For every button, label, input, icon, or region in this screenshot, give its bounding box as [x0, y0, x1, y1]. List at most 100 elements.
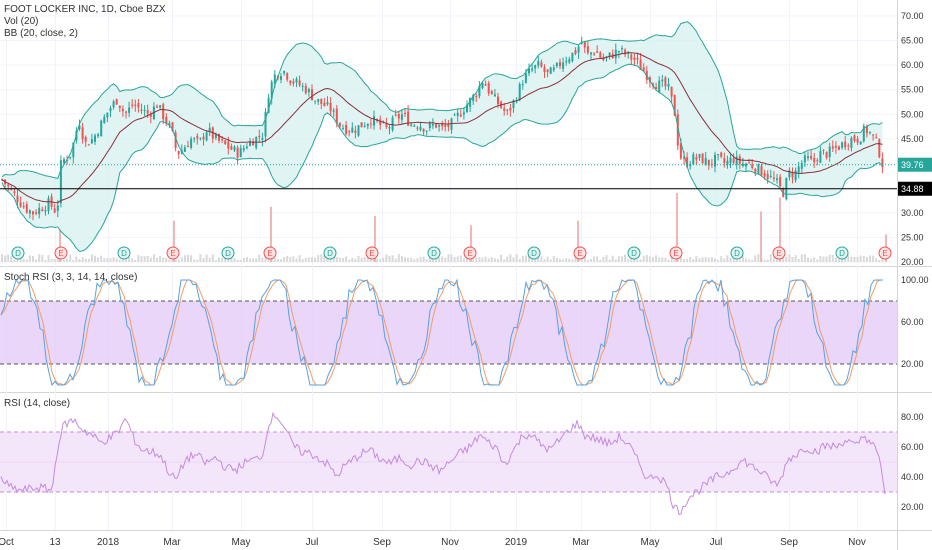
- volume-bar: [500, 254, 503, 262]
- volume-bar: [273, 258, 276, 262]
- volume-bar: [472, 259, 475, 262]
- volume-bar: [348, 259, 351, 262]
- volume-bar: [168, 259, 171, 262]
- candle-body: [878, 139, 881, 158]
- candle-body: [345, 125, 348, 134]
- candle-body: [149, 114, 152, 117]
- volume-bar: [63, 259, 65, 262]
- candle-body: [531, 68, 534, 71]
- candle-body: [596, 51, 599, 53]
- volume-legend[interactable]: Vol (20): [4, 16, 39, 27]
- candle-body: [772, 177, 775, 180]
- candle-body: [41, 209, 44, 211]
- candle-body: [707, 159, 710, 166]
- dividend-marker[interactable]: [730, 246, 744, 260]
- volume-bar: [487, 258, 490, 262]
- volume-bar: [307, 257, 310, 262]
- candle-body: [171, 122, 174, 131]
- earnings-marker[interactable]: [365, 246, 379, 260]
- earnings-marker[interactable]: [669, 246, 683, 260]
- rsi-tick-label: 80.00: [901, 412, 924, 422]
- volume-bar: [354, 259, 357, 262]
- event-marker-label: D: [327, 249, 333, 258]
- volume-bar: [165, 257, 168, 262]
- volume-bar: [35, 259, 38, 262]
- candle-body: [481, 83, 484, 89]
- volume-bar: [97, 257, 100, 262]
- volume-bar: [599, 259, 602, 262]
- volume-bar: [655, 255, 658, 262]
- volume-bar: [704, 256, 707, 262]
- earnings-marker[interactable]: [878, 246, 892, 260]
- candle-body: [431, 124, 434, 126]
- volume-bar: [586, 259, 589, 262]
- volume-bar: [559, 259, 561, 262]
- volume-bar: [16, 257, 19, 262]
- symbol-title[interactable]: FOOT LOCKER INC, 1D, Cboe BZX: [4, 4, 166, 15]
- dividend-marker[interactable]: [117, 246, 131, 260]
- event-marker-label: E: [577, 249, 582, 258]
- candle-body: [267, 97, 270, 113]
- dividend-marker[interactable]: [527, 246, 541, 260]
- volume-bar: [320, 254, 323, 262]
- dividend-marker[interactable]: [11, 246, 25, 260]
- volume-bar: [803, 254, 806, 262]
- candle-body: [450, 118, 453, 130]
- earnings-marker[interactable]: [54, 246, 68, 260]
- dividend-marker[interactable]: [427, 246, 441, 260]
- dividend-marker[interactable]: [835, 246, 849, 260]
- candle-body: [819, 151, 822, 163]
- candle-body: [407, 111, 410, 126]
- volume-bar: [283, 257, 286, 262]
- candle-body: [497, 96, 499, 105]
- volume-bar: [512, 257, 515, 262]
- candle-body: [695, 157, 698, 160]
- volume-bar: [878, 259, 881, 262]
- volume-bar: [859, 255, 862, 262]
- candle-body: [667, 83, 670, 87]
- volume-bar: [503, 259, 506, 262]
- volume-bar: [571, 259, 574, 262]
- volume-bar: [180, 257, 183, 262]
- candle-body: [363, 126, 366, 128]
- volume-bar: [466, 256, 468, 262]
- candle-body: [47, 198, 50, 212]
- volume-bar: [404, 257, 406, 262]
- candle-body: [701, 153, 704, 164]
- volume-bar: [385, 254, 388, 262]
- earnings-marker[interactable]: [463, 246, 477, 260]
- volume-bar: [131, 258, 134, 262]
- volume-bar: [304, 257, 307, 262]
- bollinger-legend[interactable]: BB (20, close, 2): [4, 28, 78, 39]
- candle-body: [413, 125, 416, 127]
- dividend-marker[interactable]: [221, 246, 235, 260]
- volume-bar: [639, 259, 642, 262]
- candle-body: [35, 212, 38, 214]
- volume-bar: [757, 254, 760, 262]
- stoch-rsi-legend[interactable]: Stoch RSI (3, 3, 14, 14, close): [4, 272, 138, 283]
- volume-bar: [652, 257, 654, 262]
- earnings-marker[interactable]: [166, 246, 180, 260]
- candle-body: [503, 108, 506, 111]
- volume-bar: [766, 259, 769, 262]
- volume-bar: [872, 255, 875, 262]
- price-tick-label: 65.00: [901, 35, 924, 45]
- earnings-marker[interactable]: [263, 246, 277, 260]
- volume-bar: [664, 257, 667, 262]
- event-marker-label: D: [531, 249, 537, 258]
- x-tick-label: Sep: [780, 537, 798, 548]
- volume-bar: [574, 254, 577, 262]
- volume-bar: [754, 255, 757, 262]
- price-tick-label: 50.00: [901, 109, 924, 119]
- dividend-marker[interactable]: [627, 246, 641, 260]
- rsi-legend[interactable]: RSI (14, close): [4, 398, 71, 409]
- earnings-marker[interactable]: [772, 246, 786, 260]
- volume-bar: [28, 255, 31, 262]
- candle-body: [329, 102, 332, 112]
- earnings-marker[interactable]: [573, 246, 587, 260]
- volume-bar: [25, 259, 28, 262]
- candle-body: [373, 116, 375, 126]
- candle-body: [617, 51, 620, 53]
- dividend-marker[interactable]: [323, 246, 337, 260]
